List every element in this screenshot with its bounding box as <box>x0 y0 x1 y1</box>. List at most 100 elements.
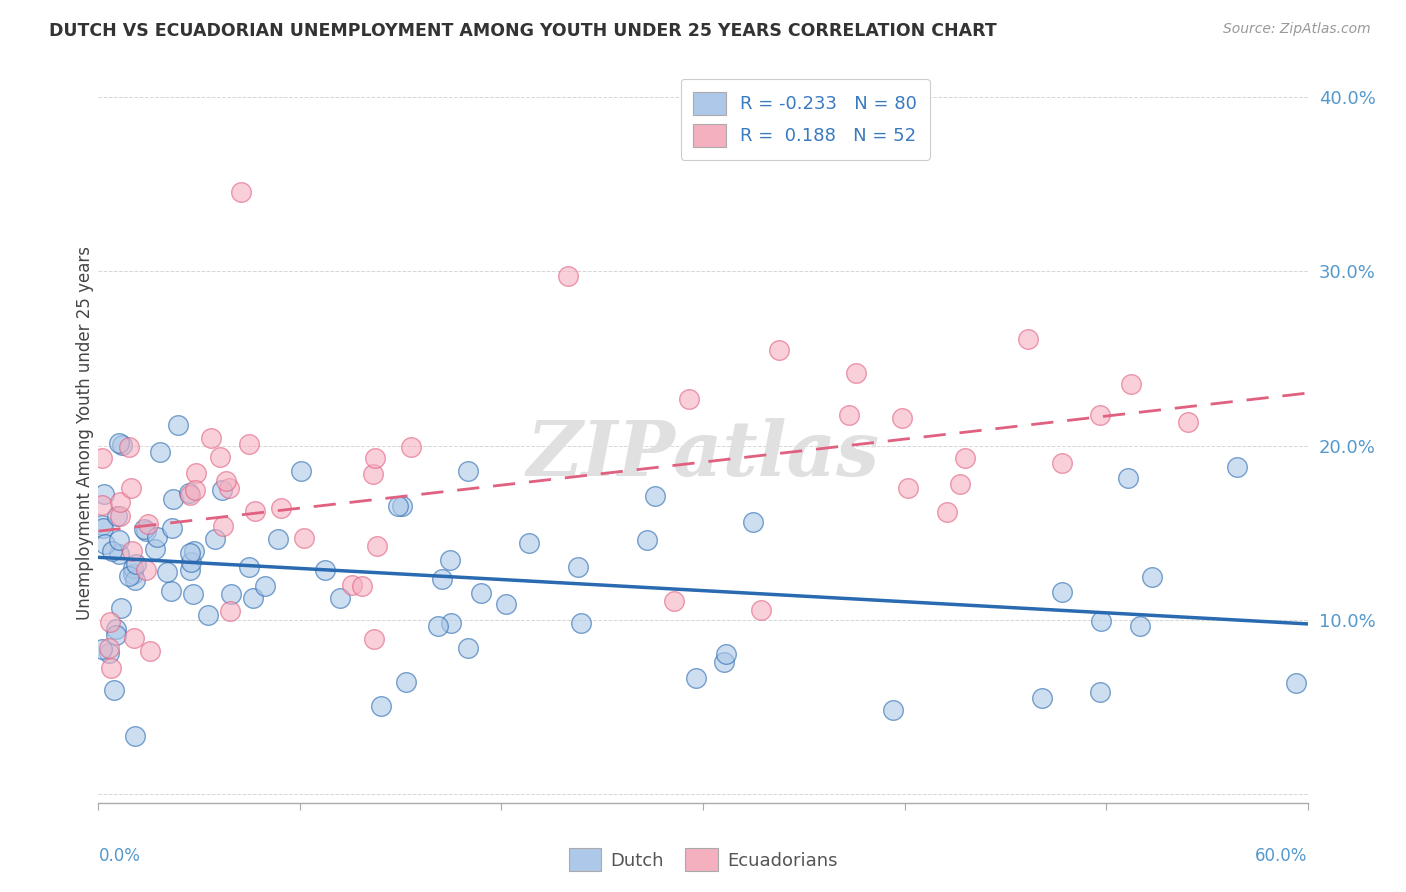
Point <box>242 591 264 606</box>
Point <box>145 541 167 556</box>
Point <box>292 531 315 545</box>
Point <box>243 504 266 518</box>
Point <box>567 559 589 574</box>
Point <box>91 450 114 465</box>
Point <box>1050 585 1073 599</box>
Point <box>395 675 418 690</box>
Legend: R = -0.233   N = 80, R =  0.188   N = 52: R = -0.233 N = 80, R = 0.188 N = 52 <box>681 78 929 160</box>
Point <box>100 544 122 558</box>
Point <box>457 640 479 655</box>
Point <box>838 408 860 422</box>
Point <box>366 539 388 553</box>
Point <box>742 515 765 529</box>
Point <box>352 579 374 593</box>
Point <box>204 532 226 546</box>
Point <box>208 450 231 464</box>
Point <box>363 632 385 647</box>
Point <box>135 524 157 538</box>
Point <box>177 486 200 500</box>
Point <box>427 618 450 632</box>
Point <box>495 598 517 612</box>
Point <box>138 516 160 531</box>
Point <box>457 464 479 478</box>
Point <box>1090 408 1112 422</box>
Point <box>108 533 131 547</box>
Point <box>267 532 290 546</box>
Point <box>935 505 957 519</box>
Point <box>219 604 242 618</box>
Point <box>1142 570 1164 584</box>
Point <box>211 518 233 533</box>
Point <box>110 601 132 615</box>
Point <box>569 615 592 630</box>
Point <box>387 499 409 513</box>
Point <box>134 522 156 536</box>
Text: 60.0%: 60.0% <box>1256 847 1308 865</box>
Point <box>125 558 148 572</box>
Point <box>768 343 790 357</box>
Point <box>364 451 387 466</box>
Point <box>122 561 145 575</box>
Point <box>1088 685 1111 699</box>
Point <box>1285 675 1308 690</box>
Point <box>1116 471 1139 485</box>
Point <box>167 417 190 432</box>
Point <box>1031 690 1053 705</box>
Point <box>1050 456 1073 470</box>
Point <box>949 476 972 491</box>
Point <box>108 495 131 509</box>
Point <box>713 655 735 669</box>
Point <box>644 489 666 503</box>
Point <box>124 631 146 645</box>
Point <box>91 498 114 512</box>
Point <box>111 438 134 452</box>
Point <box>108 508 131 523</box>
Point <box>891 411 914 425</box>
Point <box>636 533 658 548</box>
Point <box>108 435 131 450</box>
Point <box>179 488 201 502</box>
Point <box>1017 333 1039 347</box>
Point <box>104 628 127 642</box>
Point <box>124 574 146 588</box>
Point <box>94 537 117 551</box>
Point <box>183 483 205 498</box>
Point <box>714 647 737 661</box>
Point <box>149 445 172 459</box>
Point <box>662 594 685 608</box>
Point <box>845 366 868 380</box>
Point <box>120 482 142 496</box>
Point <box>219 587 242 601</box>
Point <box>91 518 114 533</box>
Point <box>139 643 162 657</box>
Point <box>749 603 772 617</box>
Point <box>97 646 120 660</box>
Point <box>270 501 292 516</box>
Point <box>1090 614 1112 628</box>
Point <box>229 186 252 200</box>
Point <box>314 563 336 577</box>
Point <box>238 436 260 450</box>
Point <box>1177 415 1199 429</box>
Point <box>98 615 121 629</box>
Point <box>200 431 222 445</box>
Point <box>107 547 129 561</box>
Point <box>122 566 145 581</box>
Point <box>470 586 492 600</box>
Point <box>91 642 114 657</box>
Text: 0.0%: 0.0% <box>98 847 141 865</box>
Point <box>290 465 312 479</box>
Point <box>370 698 392 713</box>
Text: Source: ZipAtlas.com: Source: ZipAtlas.com <box>1223 22 1371 37</box>
Y-axis label: Unemployment Among Youth under 25 years: Unemployment Among Youth under 25 years <box>76 245 94 620</box>
Point <box>685 671 707 685</box>
Point <box>104 622 127 636</box>
Point <box>197 607 219 622</box>
Point <box>156 565 179 579</box>
Point <box>121 544 143 558</box>
Point <box>179 563 201 577</box>
Point <box>439 552 461 566</box>
Point <box>124 729 146 743</box>
Text: DUTCH VS ECUADORIAN UNEMPLOYMENT AMONG YOUTH UNDER 25 YEARS CORRELATION CHART: DUTCH VS ECUADORIAN UNEMPLOYMENT AMONG Y… <box>49 22 997 40</box>
Point <box>160 583 183 598</box>
